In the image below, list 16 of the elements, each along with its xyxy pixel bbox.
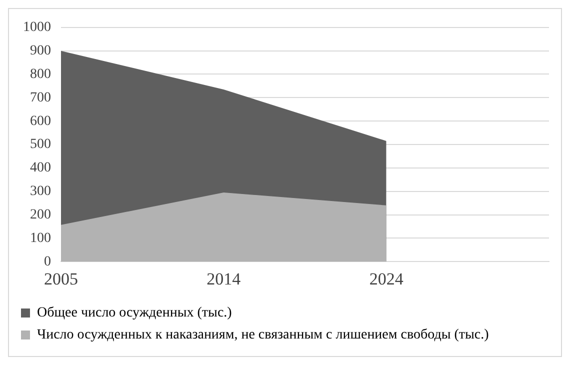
legend-label: Число осужденных к наказаниям, не связанным с лишением свободы (тыс.)	[37, 328, 490, 343]
y-tick-label: 1000	[23, 20, 51, 36]
y-tick-label: 500	[30, 137, 51, 152]
y-tick-label: 700	[30, 90, 51, 106]
y-tick-label: 400	[30, 160, 51, 176]
x-tick-label: 2014	[206, 269, 242, 288]
y-tick-label: 200	[30, 207, 51, 222]
x-tick-label: 2005	[44, 269, 78, 288]
x-tick-label: 2024	[369, 269, 404, 288]
y-tick-label: 900	[30, 43, 51, 58]
y-tick-label: 300	[30, 184, 51, 200]
legend-label: Общее число осужденных (тыс.)	[37, 306, 232, 321]
y-tick-label: 800	[30, 66, 51, 82]
y-tick-label: 100	[30, 230, 51, 246]
y-tick-label: 600	[30, 114, 51, 129]
y-tick-label: 0	[44, 254, 51, 270]
